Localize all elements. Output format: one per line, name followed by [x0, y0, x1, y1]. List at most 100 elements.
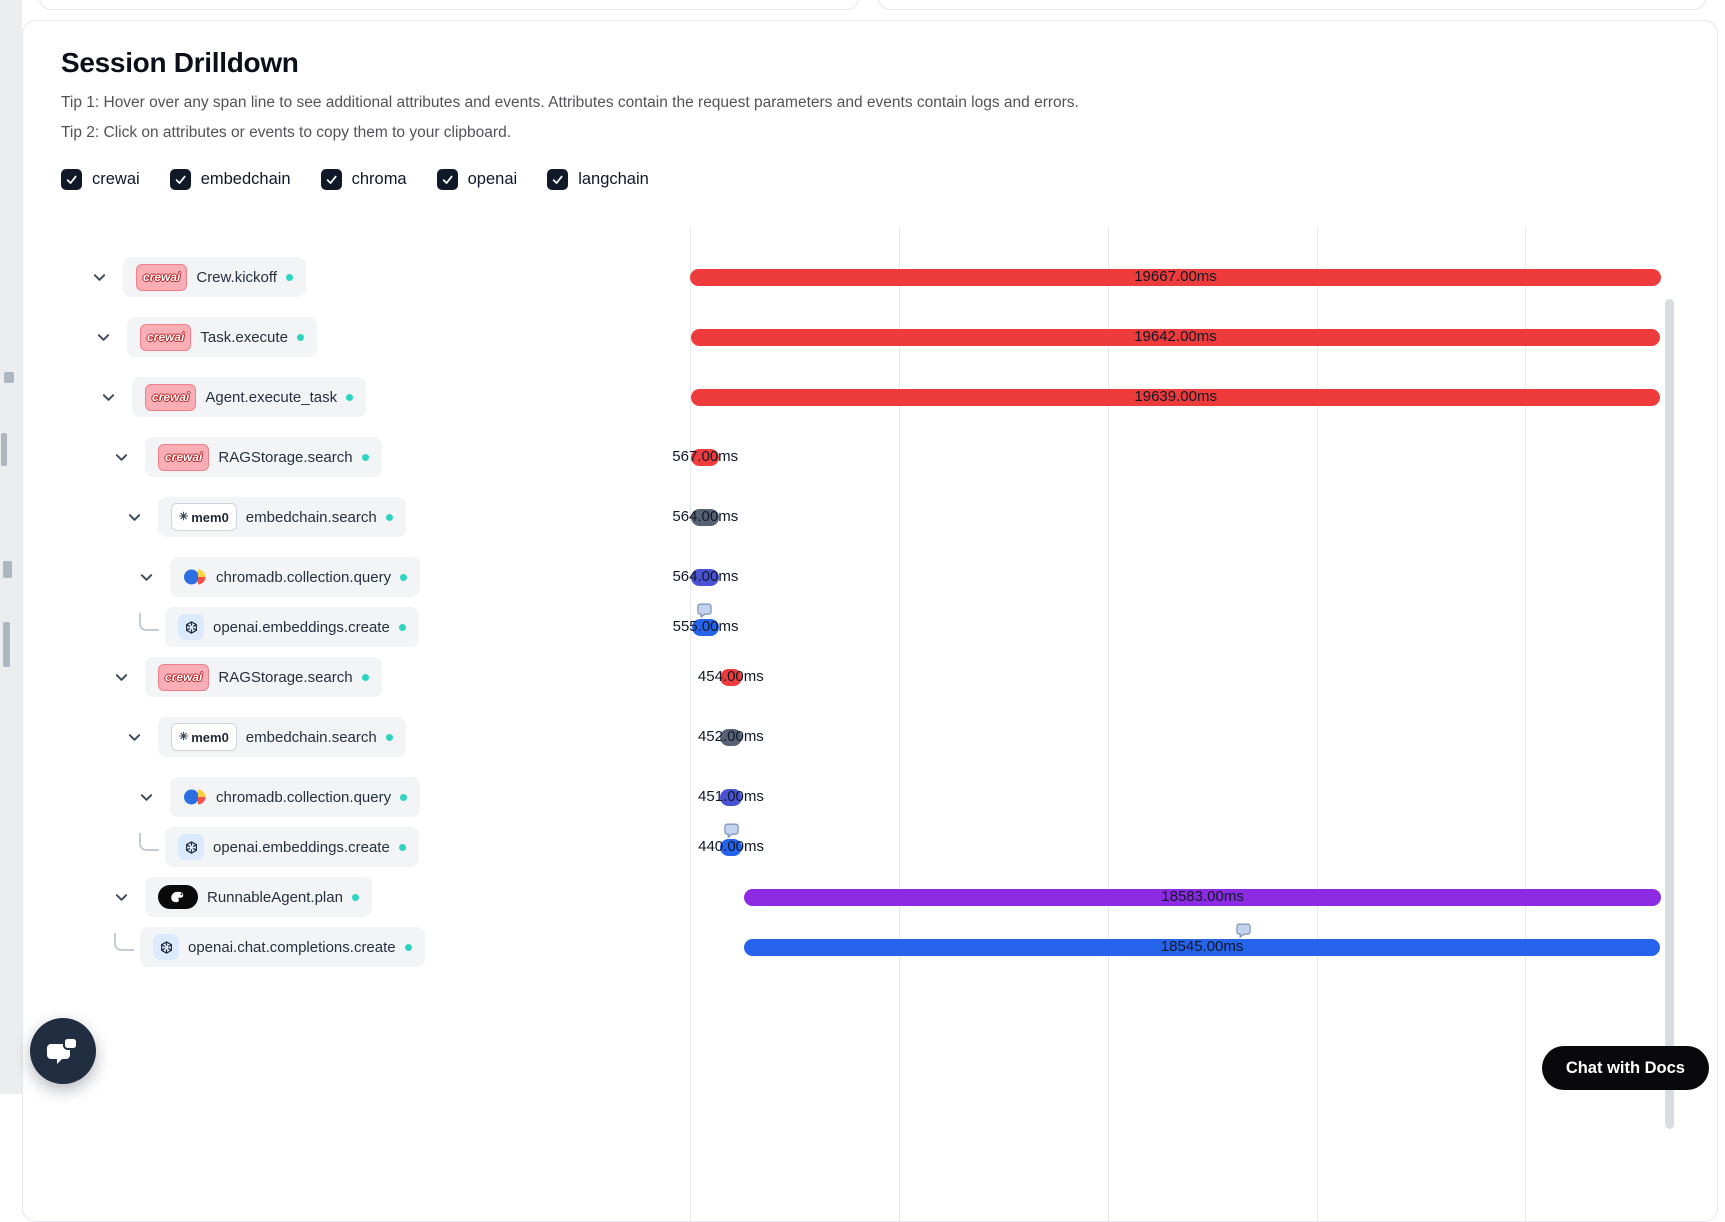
timeline-lane: 564.00ms — [23, 547, 1717, 607]
span-label-pill[interactable]: crewai ✳mem0 — [123, 257, 306, 297]
trace-row: crewai ✳mem0 — [23, 647, 1717, 707]
duration-bar[interactable] — [691, 508, 720, 526]
expand-chevron-button[interactable] — [95, 384, 121, 410]
crewai-logo-icon: crewai — [158, 443, 210, 471]
chat-launcher-button[interactable] — [30, 1018, 96, 1084]
gridline — [690, 227, 691, 1221]
trace-waterfall-chart: crewai ✳mem0 — [23, 227, 1717, 1221]
span-label-pill[interactable]: crewai ✳mem0 — [170, 777, 421, 817]
filter-checkbox-item[interactable]: chroma — [320, 169, 407, 190]
expand-chevron-button[interactable] — [86, 264, 112, 290]
chroma-logo-icon — [183, 565, 207, 589]
chevron-down-icon — [115, 893, 127, 901]
filter-label: embedchain — [200, 170, 291, 188]
checkbox-checked[interactable] — [320, 169, 342, 190]
crewai-logo-icon: crewai — [145, 383, 197, 411]
event-bubble-icon[interactable] — [723, 822, 740, 844]
vertical-scrollbar-thumb[interactable] — [1665, 299, 1674, 1129]
expand-chevron-button[interactable] — [133, 784, 159, 810]
expand-chevron-button[interactable] — [108, 444, 134, 470]
chevron-down-icon — [115, 673, 127, 681]
expand-chevron-button[interactable] — [108, 664, 134, 690]
span-label-pill[interactable]: crewai ✳mem0 — [165, 827, 419, 867]
span-label-pill[interactable]: crewai ✳mem0 — [158, 497, 406, 537]
filter-checkbox-item[interactable]: embedchain — [169, 169, 291, 190]
span-label-pill[interactable]: crewai ✳mem0 — [145, 437, 382, 477]
clipped-background-artifact — [4, 372, 14, 383]
timeline-lane: 440.00ms — [23, 823, 1717, 867]
clipped-background-artifact — [1, 433, 7, 466]
checkmark-icon — [326, 175, 337, 184]
span-status-dot — [398, 623, 406, 631]
event-bubble-icon[interactable] — [696, 602, 713, 624]
duration-bar[interactable] — [691, 618, 720, 636]
duration-bar[interactable] — [691, 568, 720, 586]
checkmark-icon — [175, 175, 186, 184]
expand-chevron-button[interactable] — [121, 724, 147, 750]
span-name: Task.execute — [200, 328, 288, 346]
trace-row: crewai ✳mem0 — [23, 427, 1717, 487]
span-label-pill[interactable]: crewai ✳mem0 — [170, 557, 421, 597]
span-name: embedchain.search — [245, 728, 377, 746]
span-name: RAGStorage.search — [218, 668, 353, 686]
duration-bar[interactable] — [719, 788, 743, 806]
chevron-down-icon — [115, 453, 127, 461]
timeline-lane: 451.00ms — [23, 767, 1717, 827]
trace-row: crewai ✳mem0 — [23, 767, 1717, 827]
expand-chevron-button[interactable] — [121, 504, 147, 530]
trace-row: crewai ✳mem0 — [23, 247, 1717, 307]
filter-label: chroma — [351, 170, 407, 188]
span-status-dot — [285, 273, 293, 281]
span-status-dot — [398, 843, 406, 851]
expand-chevron-button[interactable] — [90, 324, 116, 350]
child-connector-line — [139, 833, 159, 851]
filter-checkbox-item[interactable]: langchain — [547, 169, 649, 190]
filter-checkbox-item[interactable]: openai — [436, 169, 517, 190]
chevron-down-icon — [140, 573, 152, 581]
checkbox-checked[interactable] — [169, 169, 191, 190]
span-status-dot — [385, 513, 393, 521]
duration-bar[interactable] — [690, 388, 1661, 406]
duration-bar[interactable] — [743, 888, 1662, 906]
expand-chevron-button[interactable] — [133, 564, 159, 590]
timeline-lane: 567.00ms — [23, 427, 1717, 487]
session-drilldown-card: Session Drilldown Tip 1: Hover over any … — [22, 20, 1718, 1222]
chevron-down-icon — [128, 733, 140, 741]
clipped-background-artifact — [3, 561, 12, 578]
chroma-logo-icon — [183, 785, 207, 809]
span-name: openai.chat.completions.create — [188, 938, 396, 956]
span-status-dot — [346, 393, 354, 401]
mem0-logo-icon: ✳ mem0 — [171, 503, 237, 531]
chat-with-docs-button[interactable]: Chat with Docs — [1541, 1046, 1709, 1090]
duration-bar[interactable] — [719, 728, 743, 746]
span-status-dot — [400, 573, 408, 581]
expand-chevron-button[interactable] — [108, 884, 134, 910]
span-label-pill[interactable]: crewai ✳mem0 — [165, 607, 419, 647]
duration-bar[interactable] — [720, 838, 742, 856]
span-label-pill[interactable]: crewai ✳mem0 — [132, 377, 367, 417]
event-bubble-icon[interactable] — [1235, 922, 1252, 944]
duration-bar[interactable] — [690, 268, 1661, 286]
duration-bar[interactable] — [690, 328, 1661, 346]
span-label-pill[interactable]: crewai ✳mem0 — [140, 927, 425, 967]
span-label-pill[interactable]: crewai ✳mem0 — [127, 317, 317, 357]
duration-bar[interactable] — [691, 448, 720, 466]
timeline-lane: 564.00ms — [23, 487, 1717, 547]
crewai-logo-icon: crewai — [158, 663, 210, 691]
filter-label: crewai — [92, 170, 140, 188]
span-label-pill[interactable]: crewai ✳mem0 — [158, 717, 406, 757]
span-name: RunnableAgent.plan — [207, 888, 343, 906]
span-label-pill[interactable]: crewai ✳mem0 — [145, 877, 372, 917]
child-connector-line — [139, 613, 159, 631]
gridline — [899, 227, 900, 1221]
duration-bar[interactable] — [719, 668, 743, 686]
duration-bar[interactable] — [744, 938, 1660, 956]
trace-rows: crewai ✳mem0 — [23, 247, 1717, 967]
checkbox-checked[interactable] — [61, 169, 82, 190]
checkbox-checked[interactable] — [436, 169, 458, 190]
checkbox-checked[interactable] — [547, 169, 569, 190]
span-name: embedchain.search — [245, 508, 377, 526]
span-label-pill[interactable]: crewai ✳mem0 — [145, 657, 382, 697]
openai-logo-icon — [153, 934, 179, 960]
filter-checkbox-item[interactable]: crewai — [61, 169, 140, 190]
